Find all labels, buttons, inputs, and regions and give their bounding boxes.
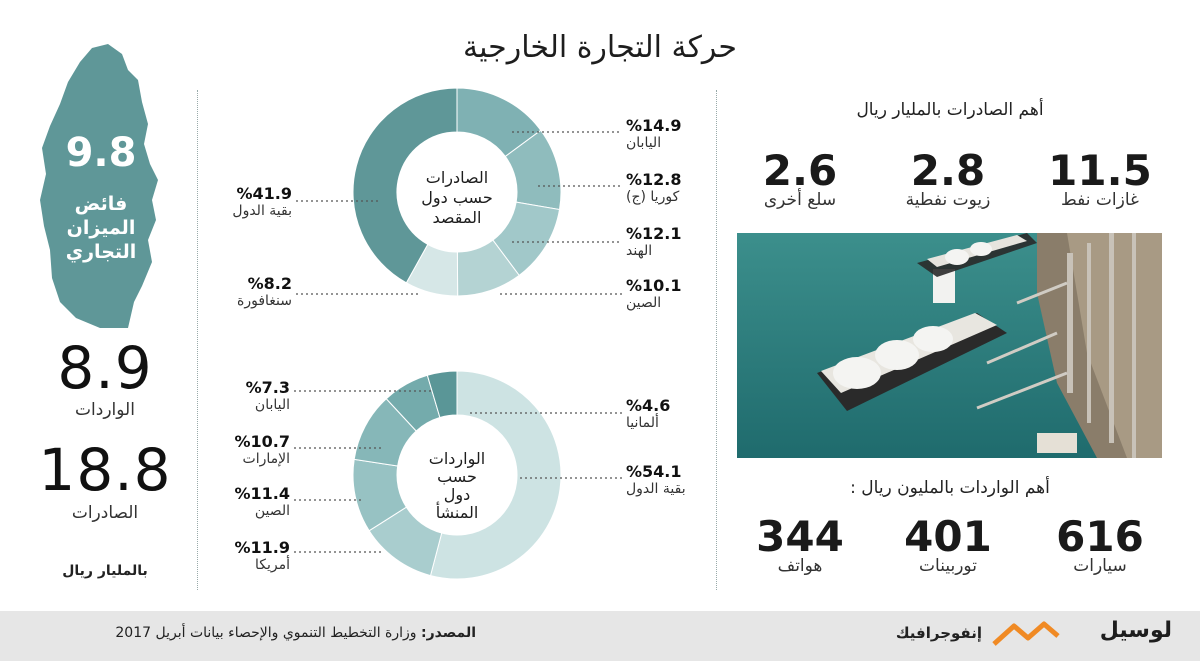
exp-label-rest: %41.9 بقية الدول — [172, 184, 292, 219]
imports-center-line2: حسب — [437, 467, 477, 486]
brand-chevron-icon — [992, 621, 1060, 646]
imp-name-rest: بقية الدول — [626, 481, 686, 497]
imp-label-uae: %10.7 الإمارات — [170, 432, 290, 467]
top-export-2-label: زيوت نفطية — [905, 190, 991, 210]
page-title: حركة التجارة الخارجية — [463, 30, 737, 65]
imp-label-japan: %7.3 اليابان — [170, 378, 290, 413]
exp-name-china: الصين — [626, 295, 662, 311]
footer-source-text: وزارة التخطيط التنموي والإحصاء بيانات أب… — [115, 625, 417, 641]
exp-name-singapore: سنغافورة — [237, 293, 292, 309]
imp-name-china: الصين — [254, 503, 290, 519]
exp-pct-singapore: %8.2 — [247, 274, 292, 293]
imp-name-usa: أمريكا — [254, 557, 290, 573]
top-export-3-label: سلع أخرى — [763, 190, 837, 210]
exports-center-line2: حسب دول — [421, 188, 493, 207]
balance-label: فائض الميزان التجاري — [36, 192, 166, 264]
imports-total-label: الواردات — [75, 400, 135, 420]
exports-center-line3: المقصد — [432, 208, 482, 227]
imp-pct-uae: %10.7 — [234, 432, 290, 451]
top-import-1-value: 616 — [1056, 512, 1144, 561]
footer-section: إنفوجرافيك — [895, 624, 982, 642]
top-export-3-value: 2.6 — [762, 146, 838, 195]
imports-center-line1: الواردات — [428, 449, 486, 468]
exports-donut-hole — [397, 132, 517, 252]
exports-total-value: 18.8 — [38, 436, 172, 504]
imp-pct-usa: %11.9 — [234, 538, 290, 557]
top-exports-heading: أهم الصادرات بالمليار ريال — [856, 100, 1044, 120]
divider-left — [197, 90, 198, 590]
imp-label-usa: %11.9 أمريكا — [170, 538, 290, 573]
exp-pct-india: %12.1 — [626, 224, 682, 243]
imp-name-germany: ألمانيا — [626, 415, 659, 431]
exp-label-singapore: %8.2 سنغافورة — [172, 274, 292, 309]
imports-donut-center: الواردات حسب دول المنشأ — [397, 450, 517, 522]
top-import-1-label: سيارات — [1073, 556, 1127, 576]
top-export-1-label: غازات نفط — [1061, 190, 1139, 210]
exp-name-korea: كوريا (ج) — [626, 189, 680, 205]
exp-pct-china: %10.1 — [626, 276, 682, 295]
top-imports-heading: أهم الواردات بالمليون ريال : — [850, 478, 1050, 498]
exports-total-label: الصادرات — [71, 503, 139, 523]
top-import-2-label: توربينات — [919, 556, 977, 576]
balance-label-3: التجاري — [65, 241, 137, 263]
exp-pct-japan: %14.9 — [626, 116, 682, 135]
balance-label-2: الميزان — [66, 217, 136, 239]
exports-donut-center: الصادرات حسب دول المقصد — [397, 168, 517, 228]
imp-name-uae: الإمارات — [242, 451, 290, 467]
exports-donut-chart — [352, 87, 562, 297]
imp-label-china: %11.4 الصين — [170, 484, 290, 519]
top-export-1-value: 11.5 — [1048, 146, 1152, 195]
top-import-2-value: 401 — [904, 512, 992, 561]
exp-pct-korea: %12.8 — [626, 170, 682, 189]
balance-label-1: فائض — [74, 193, 128, 215]
exp-label-japan: %14.9 اليابان — [626, 116, 746, 151]
top-export-2-value: 2.8 — [910, 146, 986, 195]
exp-pct-rest: %41.9 — [236, 184, 292, 203]
imports-donut-hole — [397, 415, 517, 535]
exp-name-rest: بقية الدول — [232, 203, 292, 219]
imports-total-value: 8.9 — [57, 334, 153, 402]
exp-label-korea: %12.8 كوريا (ج) — [626, 170, 746, 205]
top-import-3-value: 344 — [756, 512, 844, 561]
footer-source-label: المصدر: — [421, 625, 476, 641]
imp-pct-china: %11.4 — [234, 484, 290, 503]
exports-center-line1: الصادرات — [425, 168, 489, 187]
imp-pct-rest: %54.1 — [626, 462, 682, 481]
imp-name-japan: اليابان — [254, 397, 290, 413]
exp-name-japan: اليابان — [626, 135, 662, 151]
imports-center-line3: دول — [443, 485, 471, 504]
brand-logo: لوسيل — [1099, 618, 1172, 643]
imp-label-rest: %54.1 بقية الدول — [626, 462, 746, 497]
lng-port-photo — [737, 233, 1162, 458]
imports-center-line4: المنشأ — [435, 503, 479, 522]
exp-label-india: %12.1 الهند — [626, 224, 746, 259]
divider-right — [716, 90, 717, 590]
balance-value: 9.8 — [65, 130, 137, 176]
unit-note: بالمليار ريال — [62, 563, 148, 579]
imp-pct-germany: %4.6 — [626, 396, 671, 415]
exp-label-china: %10.1 الصين — [626, 276, 746, 311]
exp-name-india: الهند — [626, 243, 653, 259]
footer-source: المصدر: وزارة التخطيط التنموي والإحصاء ب… — [76, 625, 476, 641]
qatar-map-icon — [40, 44, 158, 328]
imp-label-germany: %4.6 ألمانيا — [626, 396, 746, 431]
top-import-3-label: هواتف — [777, 556, 823, 576]
imp-pct-japan: %7.3 — [245, 378, 290, 397]
imports-donut-chart — [352, 370, 562, 580]
